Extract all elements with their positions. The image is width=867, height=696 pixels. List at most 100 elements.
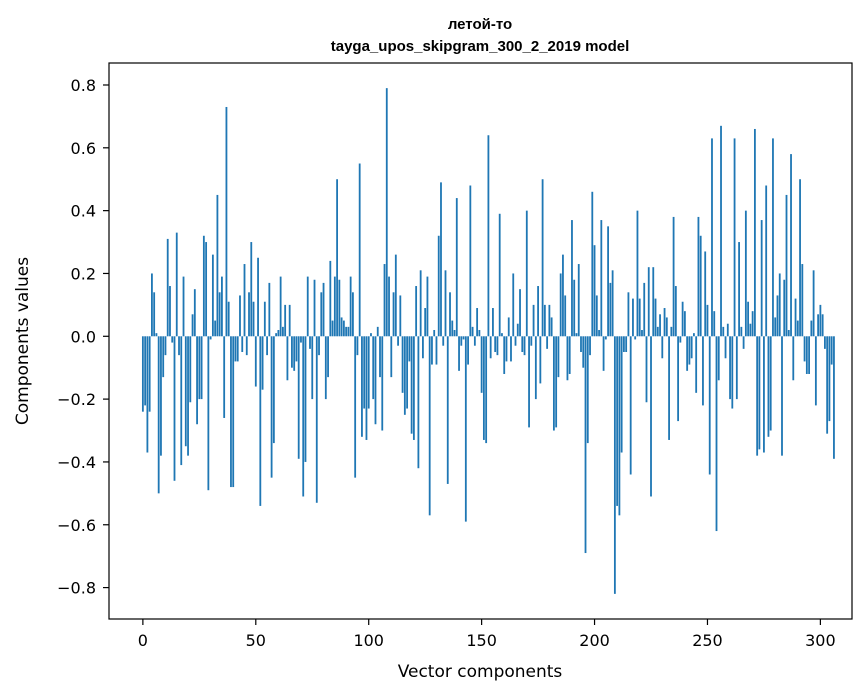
bar — [629, 336, 632, 475]
bar — [787, 330, 790, 337]
bar — [744, 210, 747, 337]
bar — [160, 336, 162, 456]
bar — [769, 336, 772, 431]
bar — [623, 336, 625, 352]
bar — [281, 326, 284, 337]
x-axis-label: Vector components — [398, 662, 563, 682]
bar — [627, 292, 630, 337]
bar — [180, 336, 183, 466]
bar — [586, 336, 589, 444]
bar — [313, 279, 316, 337]
bar — [345, 326, 348, 337]
bar — [492, 308, 494, 337]
bar — [451, 320, 454, 337]
bar — [225, 106, 228, 337]
bar — [693, 333, 695, 337]
bar — [449, 292, 451, 337]
bar — [370, 333, 372, 337]
bar — [790, 154, 792, 337]
bar — [805, 336, 808, 374]
y-tick-label: 0.6 — [71, 139, 96, 158]
bar — [681, 301, 684, 337]
bar — [584, 336, 587, 554]
bar — [611, 270, 614, 337]
bar — [162, 336, 165, 378]
bar — [602, 336, 605, 371]
bar — [636, 210, 639, 337]
bar — [221, 276, 223, 337]
bar — [512, 273, 515, 337]
bar — [799, 179, 801, 337]
bar — [720, 125, 722, 337]
bar — [821, 314, 824, 337]
bar — [503, 336, 506, 374]
bar — [564, 295, 567, 337]
bar — [695, 336, 698, 393]
bar — [175, 232, 178, 337]
bars-group — [141, 88, 835, 594]
bar — [164, 336, 167, 356]
bar — [250, 242, 253, 337]
bar — [433, 330, 436, 337]
bar — [487, 135, 490, 337]
bar — [455, 198, 458, 337]
bar — [625, 336, 628, 352]
bar — [661, 336, 664, 359]
bar — [266, 336, 268, 356]
bar — [505, 336, 508, 362]
bar — [814, 336, 817, 406]
bar — [205, 242, 208, 337]
y-tick-label: 0.8 — [71, 76, 96, 95]
bar — [277, 330, 280, 337]
bar — [157, 336, 160, 494]
bar — [473, 336, 476, 346]
bar — [376, 326, 379, 337]
bar — [444, 270, 447, 337]
bar — [688, 336, 691, 365]
bar — [263, 301, 266, 337]
bar — [595, 295, 598, 337]
bar — [724, 336, 727, 359]
bar — [731, 336, 734, 409]
bar — [796, 320, 799, 337]
y-axis: −0.8 −0.6 −0.4 −0.2 0.0 0.2 0.4 0.6 0.8 — [57, 76, 109, 598]
bar — [519, 289, 521, 337]
bar — [435, 336, 438, 365]
x-tick-label: 50 — [246, 631, 266, 650]
bar — [763, 336, 765, 453]
bar — [654, 298, 657, 337]
bar — [580, 336, 582, 352]
bar — [760, 220, 763, 337]
bar — [704, 251, 707, 337]
bar — [478, 330, 481, 337]
bar — [338, 279, 341, 337]
bar — [717, 336, 720, 381]
bar — [372, 336, 375, 400]
bar — [209, 336, 212, 340]
bar — [534, 336, 537, 400]
x-tick-label: 250 — [692, 631, 723, 650]
bar — [284, 304, 287, 337]
bar — [460, 336, 463, 346]
plot-frame — [108, 62, 853, 620]
bar — [516, 323, 519, 337]
bar — [591, 191, 594, 337]
bar — [568, 336, 571, 374]
bar — [722, 326, 725, 337]
bar — [428, 336, 431, 516]
bar — [356, 336, 359, 356]
bar — [462, 336, 465, 340]
bar — [288, 304, 291, 337]
bar — [659, 314, 661, 337]
bar — [609, 282, 612, 337]
bar — [543, 304, 546, 337]
bar — [340, 317, 343, 337]
y-tick-label: −0.6 — [57, 516, 96, 535]
bar — [363, 336, 366, 409]
bar — [268, 282, 271, 337]
bar — [324, 336, 327, 400]
bar — [272, 336, 275, 444]
bar — [144, 336, 147, 406]
bar — [656, 326, 659, 337]
bar — [254, 336, 257, 387]
